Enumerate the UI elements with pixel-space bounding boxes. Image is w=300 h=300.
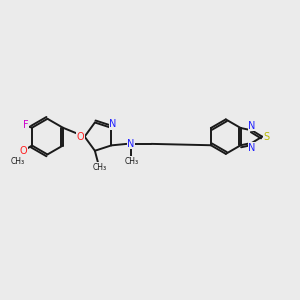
Text: N: N <box>248 142 256 153</box>
Text: N: N <box>248 121 256 130</box>
Text: N: N <box>128 139 135 149</box>
Text: CH₃: CH₃ <box>124 157 139 166</box>
Text: CH₃: CH₃ <box>92 163 106 172</box>
Text: S: S <box>264 132 270 142</box>
Text: F: F <box>23 120 28 130</box>
Text: CH₃: CH₃ <box>11 157 25 166</box>
Text: O: O <box>76 132 84 142</box>
Text: N: N <box>109 119 117 129</box>
Text: O: O <box>20 146 28 156</box>
